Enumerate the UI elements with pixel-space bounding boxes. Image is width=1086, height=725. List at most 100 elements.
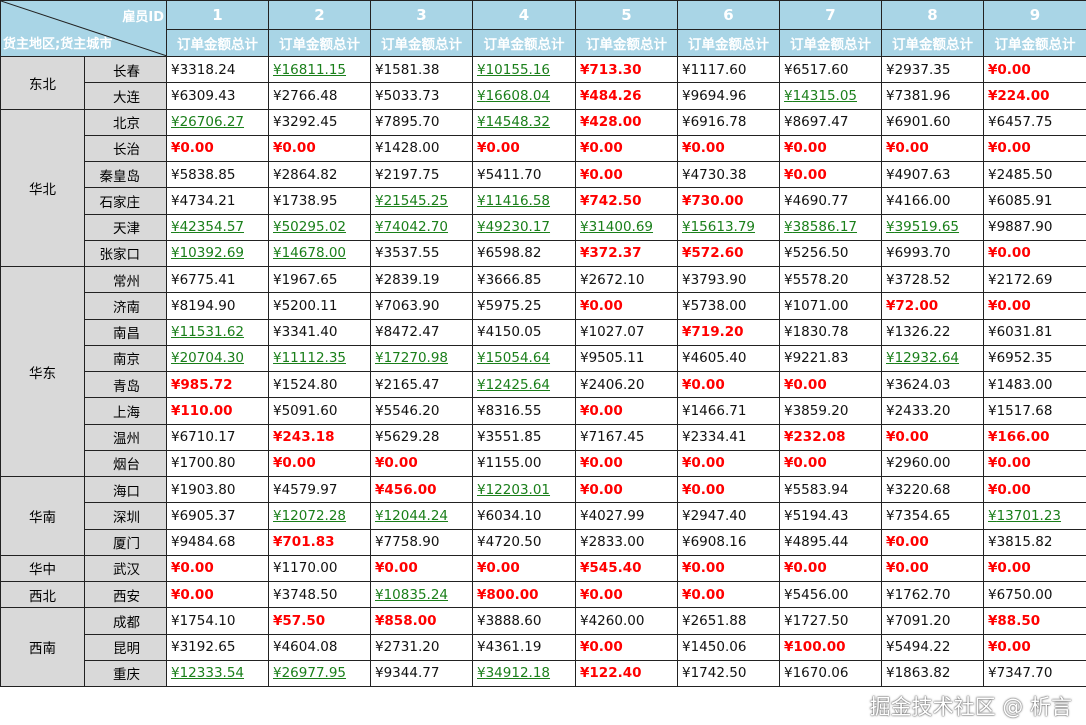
city-cell[interactable]: 济南 [85,293,167,319]
row-field-label[interactable]: 货主地区;货主城市 [3,33,112,52]
amount-cell[interactable]: ¥0.00 [473,555,576,581]
amount-cell[interactable]: ¥14315.05 [780,83,882,109]
amount-cell[interactable]: ¥14678.00 [269,240,371,266]
amount-cell[interactable]: ¥4895.44 [780,529,882,555]
amount-cell[interactable]: ¥4605.40 [678,345,780,371]
amount-cell[interactable]: ¥0.00 [269,135,371,161]
city-cell[interactable]: 张家口 [85,240,167,266]
amount-cell[interactable]: ¥12425.64 [473,372,576,398]
amount-cell[interactable]: ¥428.00 [576,109,678,135]
amount-cell[interactable]: ¥2406.20 [576,372,678,398]
amount-cell[interactable]: ¥72.00 [882,293,984,319]
amount-cell[interactable]: ¥4027.99 [576,503,678,529]
amount-cell[interactable]: ¥4730.38 [678,162,780,188]
amount-cell[interactable]: ¥10392.69 [167,240,269,266]
amount-cell[interactable]: ¥232.08 [780,424,882,450]
amount-cell[interactable]: ¥3220.68 [882,477,984,503]
amount-cell[interactable]: ¥4579.97 [269,477,371,503]
amount-cell[interactable]: ¥0.00 [678,582,780,608]
amount-cell[interactable]: ¥7758.90 [371,529,473,555]
amount-cell[interactable]: ¥39519.65 [882,214,984,240]
employee-id-header[interactable]: 1 [167,1,269,30]
amount-cell[interactable]: ¥3624.03 [882,372,984,398]
amount-cell[interactable]: ¥5091.60 [269,398,371,424]
amount-cell[interactable]: ¥12932.64 [882,345,984,371]
amount-cell[interactable]: ¥1903.80 [167,477,269,503]
amount-cell[interactable]: ¥713.30 [576,57,678,83]
amount-cell[interactable]: ¥9221.83 [780,345,882,371]
amount-cell[interactable]: ¥0.00 [984,450,1086,476]
amount-cell[interactable]: ¥3666.85 [473,267,576,293]
amount-cell[interactable]: ¥9505.11 [576,345,678,371]
amount-cell[interactable]: ¥1700.80 [167,450,269,476]
amount-cell[interactable]: ¥3537.55 [371,240,473,266]
amount-cell[interactable]: ¥3551.85 [473,424,576,450]
amount-cell[interactable]: ¥0.00 [167,582,269,608]
amount-cell[interactable]: ¥2165.47 [371,372,473,398]
amount-cell[interactable]: ¥2937.35 [882,57,984,83]
amount-cell[interactable]: ¥1517.68 [984,398,1086,424]
amount-cell[interactable]: ¥7381.96 [882,83,984,109]
amount-cell[interactable]: ¥1670.06 [780,660,882,686]
amount-cell[interactable]: ¥3341.40 [269,319,371,345]
amount-cell[interactable]: ¥1155.00 [473,450,576,476]
amount-cell[interactable]: ¥7063.90 [371,293,473,319]
amount-cell[interactable]: ¥2947.40 [678,503,780,529]
amount-cell[interactable]: ¥985.72 [167,372,269,398]
amount-cell[interactable]: ¥3859.20 [780,398,882,424]
amount-cell[interactable]: ¥243.18 [269,424,371,450]
amount-cell[interactable]: ¥0.00 [678,372,780,398]
amount-cell[interactable]: ¥4361.19 [473,634,576,660]
amount-cell[interactable]: ¥4260.00 [576,608,678,634]
amount-cell[interactable]: ¥6952.35 [984,345,1086,371]
amount-cell[interactable]: ¥4604.08 [269,634,371,660]
amount-cell[interactable]: ¥38586.17 [780,214,882,240]
amount-cell[interactable]: ¥2651.88 [678,608,780,634]
amount-cell[interactable]: ¥6598.82 [473,240,576,266]
amount-cell[interactable]: ¥88.50 [984,608,1086,634]
amount-cell[interactable]: ¥74042.70 [371,214,473,240]
amount-cell[interactable]: ¥5200.11 [269,293,371,319]
amount-cell[interactable]: ¥9344.77 [371,660,473,686]
amount-cell[interactable]: ¥800.00 [473,582,576,608]
amount-cell[interactable]: ¥0.00 [576,398,678,424]
amount-cell[interactable]: ¥2960.00 [882,450,984,476]
amount-cell[interactable]: ¥6750.00 [984,582,1086,608]
amount-cell[interactable]: ¥5546.20 [371,398,473,424]
amount-cell[interactable]: ¥3748.50 [269,582,371,608]
city-cell[interactable]: 长春 [85,57,167,83]
amount-cell[interactable]: ¥9887.90 [984,214,1086,240]
amount-cell[interactable]: ¥1170.00 [269,555,371,581]
column-field-label[interactable]: 雇员ID [122,6,164,25]
amount-cell[interactable]: ¥1027.07 [576,319,678,345]
city-cell[interactable]: 温州 [85,424,167,450]
amount-cell[interactable]: ¥7895.70 [371,109,473,135]
employee-id-header[interactable]: 9 [984,1,1086,30]
amount-cell[interactable]: ¥0.00 [984,135,1086,161]
amount-cell[interactable]: ¥2197.75 [371,162,473,188]
amount-cell[interactable]: ¥11112.35 [269,345,371,371]
amount-cell[interactable]: ¥0.00 [678,477,780,503]
amount-cell[interactable]: ¥15054.64 [473,345,576,371]
amount-cell[interactable]: ¥0.00 [371,555,473,581]
amount-cell[interactable]: ¥10835.24 [371,582,473,608]
amount-cell[interactable]: ¥484.26 [576,83,678,109]
employee-id-header[interactable]: 5 [576,1,678,30]
amount-cell[interactable]: ¥3192.65 [167,634,269,660]
amount-cell[interactable]: ¥0.00 [371,450,473,476]
amount-cell[interactable]: ¥0.00 [984,57,1086,83]
amount-cell[interactable]: ¥5975.25 [473,293,576,319]
amount-cell[interactable]: ¥4690.77 [780,188,882,214]
city-cell[interactable]: 天津 [85,214,167,240]
amount-cell[interactable]: ¥572.60 [678,240,780,266]
city-cell[interactable]: 重庆 [85,660,167,686]
amount-cell[interactable]: ¥0.00 [780,135,882,161]
city-cell[interactable]: 秦皇岛 [85,162,167,188]
amount-cell[interactable]: ¥2731.20 [371,634,473,660]
amount-cell[interactable]: ¥3793.90 [678,267,780,293]
amount-cell[interactable]: ¥3318.24 [167,57,269,83]
amount-cell[interactable]: ¥6517.60 [780,57,882,83]
amount-cell[interactable]: ¥1830.78 [780,319,882,345]
amount-cell[interactable]: ¥14548.32 [473,109,576,135]
region-cell[interactable]: 西北 [1,582,85,608]
